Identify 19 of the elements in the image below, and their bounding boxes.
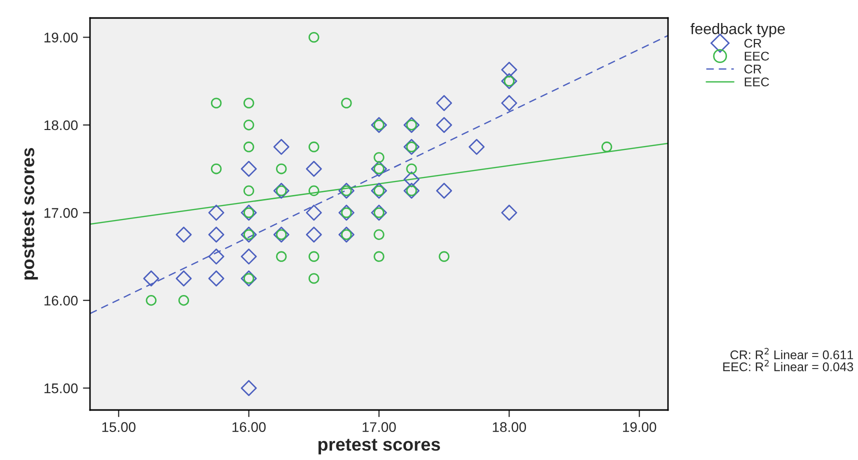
- text: EEC: R$^{2}$ Linear = 0.043: [723, 360, 854, 372]
- x-tick-label: 16.00: [232, 422, 266, 432]
- x-tick-label: 15.00: [102, 422, 136, 432]
- y-tick-label: 15.00: [44, 383, 78, 394]
- text: CR: R$^{2}$ Linear = 0.611: [730, 348, 854, 360]
- x-axis-title: pretest scores: [318, 438, 440, 454]
- x-tick-label: 18.00: [492, 422, 526, 432]
- legend-label: EEC: [744, 52, 770, 61]
- y-tick-label: 16.00: [44, 296, 78, 306]
- legend-label: CR: [744, 64, 762, 74]
- y-tick-label: 19.00: [44, 32, 78, 42]
- x-tick-label: 17.00: [362, 422, 396, 432]
- y-tick-label: 18.00: [44, 120, 78, 130]
- x-tick-label: 19.00: [623, 422, 656, 432]
- y-tick-label: 17.00: [44, 208, 78, 218]
- legend-label: CR: [744, 38, 762, 48]
- legend-title: feedback type: [690, 23, 785, 38]
- legend-label: EEC: [744, 78, 770, 86]
- y-axis-title: posttest scores: [22, 148, 38, 280]
